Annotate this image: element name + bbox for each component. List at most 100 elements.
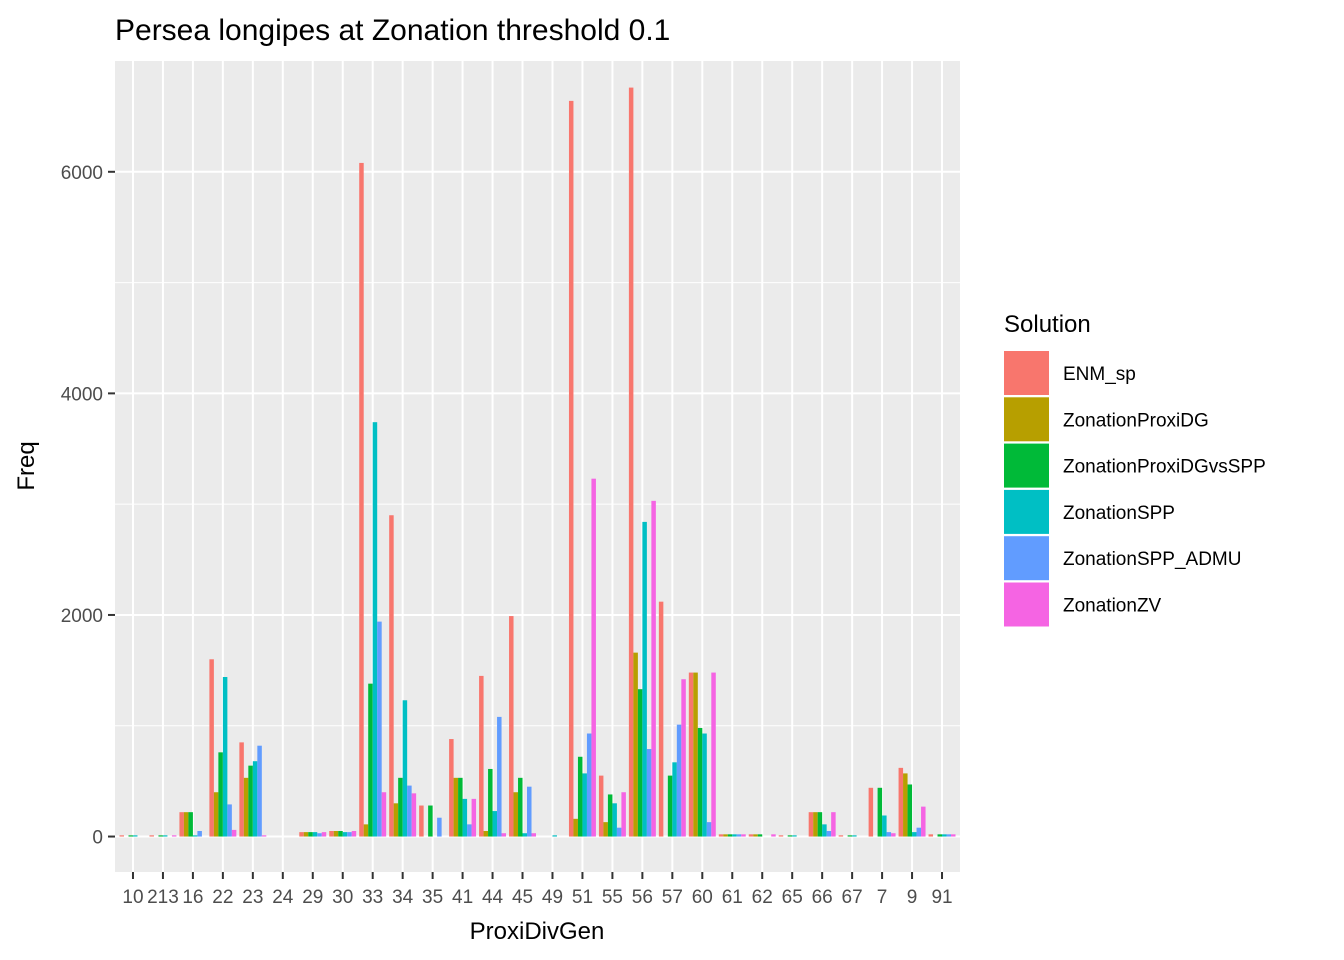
bar bbox=[612, 803, 617, 837]
bar bbox=[912, 832, 917, 837]
bar bbox=[822, 824, 827, 837]
bar bbox=[453, 777, 459, 837]
bar bbox=[243, 777, 249, 837]
bar bbox=[128, 835, 133, 837]
bar bbox=[192, 835, 198, 837]
bar bbox=[257, 745, 262, 837]
bar bbox=[428, 805, 433, 837]
bar bbox=[372, 422, 378, 837]
bar bbox=[877, 787, 883, 837]
bar bbox=[838, 835, 844, 837]
bar bbox=[218, 752, 223, 837]
x-tick-label: 24 bbox=[272, 887, 294, 908]
bar bbox=[197, 831, 202, 837]
bar bbox=[419, 805, 424, 837]
grid-minor bbox=[115, 282, 960, 727]
bar bbox=[907, 784, 913, 837]
bar bbox=[928, 834, 934, 837]
x-tick-label: 30 bbox=[332, 887, 353, 908]
bar bbox=[213, 792, 219, 837]
x-tick-label: 91 bbox=[931, 887, 952, 908]
x-tick-label: 23 bbox=[242, 887, 263, 908]
x-tick-label: 61 bbox=[722, 887, 743, 908]
bar bbox=[937, 834, 943, 837]
bar bbox=[393, 803, 399, 837]
bar bbox=[813, 812, 818, 837]
bar bbox=[351, 831, 357, 837]
bar bbox=[179, 812, 184, 837]
bar bbox=[398, 777, 403, 837]
bar bbox=[916, 827, 922, 837]
bar bbox=[261, 835, 267, 837]
bar bbox=[792, 835, 797, 837]
bar bbox=[552, 835, 557, 837]
bar bbox=[188, 812, 193, 837]
bar bbox=[389, 515, 394, 837]
bar bbox=[921, 806, 926, 837]
bar bbox=[462, 798, 468, 837]
x-tick-label: 67 bbox=[842, 887, 863, 908]
bar bbox=[347, 832, 352, 837]
legend-key bbox=[1004, 443, 1049, 488]
bar bbox=[231, 829, 237, 837]
bar bbox=[312, 832, 318, 837]
x-tick-label: 10 bbox=[122, 887, 143, 908]
x-tick-label: 45 bbox=[512, 887, 533, 908]
bar bbox=[628, 87, 634, 837]
bar bbox=[501, 833, 507, 837]
bar bbox=[586, 733, 592, 837]
bar bbox=[672, 762, 677, 837]
bar bbox=[732, 834, 737, 837]
legend: Solution ENM_sp ZonationProxiDG ZonationPr… bbox=[1004, 311, 1266, 627]
bar bbox=[852, 835, 857, 837]
bar bbox=[449, 739, 454, 837]
x-tick-label: 7 bbox=[877, 887, 888, 908]
bar bbox=[903, 773, 908, 837]
bar bbox=[363, 824, 369, 837]
legend-entry-label: ZonationZV bbox=[1063, 596, 1162, 617]
bar bbox=[407, 785, 412, 837]
x-tick-label: 49 bbox=[542, 887, 563, 908]
bar bbox=[688, 672, 694, 837]
bar bbox=[741, 834, 746, 837]
bar bbox=[402, 700, 408, 837]
bar bbox=[616, 827, 622, 837]
bar bbox=[437, 817, 442, 837]
bar bbox=[467, 824, 472, 837]
bar bbox=[607, 794, 613, 837]
bar bbox=[658, 601, 664, 837]
x-tick-label: 65 bbox=[782, 887, 803, 908]
bar bbox=[317, 833, 322, 837]
bars bbox=[119, 87, 956, 837]
x-axis-label: ProxiDivGen bbox=[470, 918, 605, 945]
bar bbox=[531, 833, 537, 837]
legend-entry-label: ZonationProxiDG bbox=[1063, 410, 1209, 431]
bar bbox=[676, 724, 682, 837]
x-tick-label: 44 bbox=[482, 887, 504, 908]
bar bbox=[826, 831, 832, 837]
y-axis-label: Freq bbox=[13, 441, 40, 490]
x-tick-label: 57 bbox=[662, 887, 683, 908]
bar bbox=[706, 822, 712, 837]
bar bbox=[183, 812, 189, 837]
x-tick-label: 34 bbox=[392, 887, 414, 908]
x-tick-label: 60 bbox=[692, 887, 713, 908]
bar bbox=[209, 659, 214, 837]
bar bbox=[527, 786, 532, 837]
y-tick-label: 4000 bbox=[61, 384, 103, 405]
bar bbox=[646, 749, 652, 837]
x-tick-label: 213 bbox=[147, 887, 179, 908]
bar bbox=[479, 675, 484, 837]
bar bbox=[222, 677, 228, 837]
legend-key bbox=[1004, 536, 1049, 581]
bar bbox=[458, 777, 463, 837]
x-tick-label: 56 bbox=[632, 887, 653, 908]
bar bbox=[882, 815, 887, 837]
bar bbox=[736, 834, 742, 837]
legend-entry-label: ZonationProxiDGvsSPP bbox=[1063, 457, 1266, 478]
legend-key bbox=[1004, 582, 1049, 627]
bar bbox=[488, 768, 493, 837]
bar bbox=[483, 831, 489, 837]
bar bbox=[359, 162, 364, 837]
bar bbox=[723, 834, 728, 837]
